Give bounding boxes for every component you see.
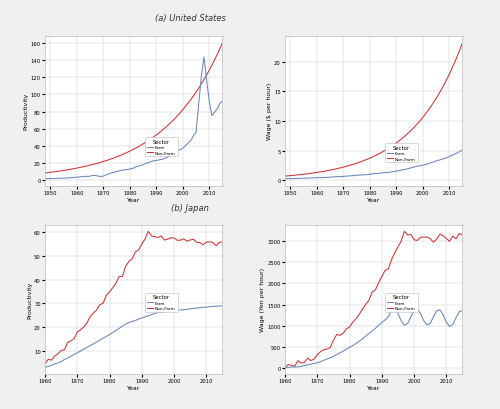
Y-axis label: Wage ($ per hour): Wage ($ per hour) [267,83,272,140]
X-axis label: Year: Year [367,385,380,391]
Legend: Farm, Non-Farm: Farm, Non-Farm [145,293,178,312]
Legend: Farm, Non-Farm: Farm, Non-Farm [385,144,418,163]
X-axis label: Year: Year [127,385,140,391]
Y-axis label: Wage (Yen per hour): Wage (Yen per hour) [260,267,265,332]
Legend: Farm, Non-Farm: Farm, Non-Farm [385,293,418,312]
X-axis label: Year: Year [127,197,140,202]
X-axis label: Year: Year [367,197,380,202]
Y-axis label: Productivity: Productivity [27,281,32,318]
Text: (b) Japan: (b) Japan [171,203,209,212]
Legend: Farm, Non-Farm: Farm, Non-Farm [145,137,178,157]
Y-axis label: Productivity: Productivity [24,93,28,130]
Text: (a) United States: (a) United States [154,14,226,23]
